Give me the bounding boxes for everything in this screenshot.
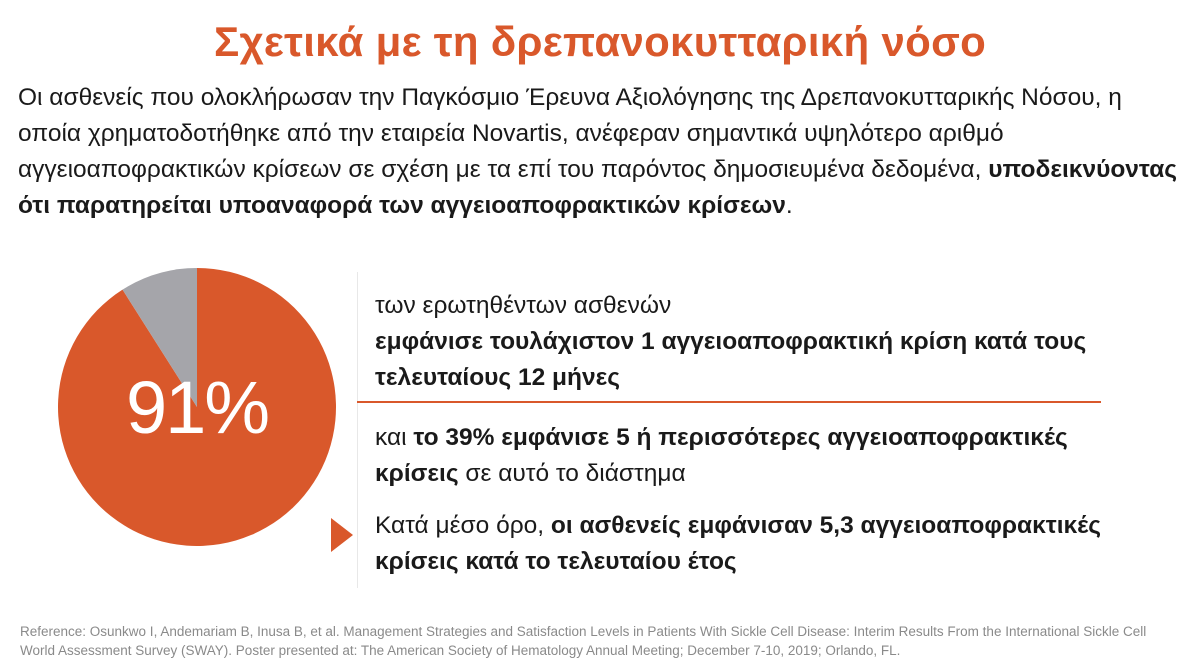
- intro-end: .: [785, 192, 793, 219]
- triangle-marker-icon: [331, 518, 353, 552]
- stat3-pre: Κατά μέσο όρο,: [375, 512, 551, 539]
- pie-slice-main: [58, 268, 336, 546]
- stat3-bold: οι ασθενείς εμφάνισαν 5,3 αγγειοαποφρακτ…: [375, 512, 1101, 575]
- stat-block-3: Κατά μέσο όρο, οι ασθενείς εμφάνισαν 5,3…: [375, 508, 1135, 580]
- page-title: Σχετικά με τη δρεπανοκυτταρική νόσο: [213, 18, 987, 65]
- divider-horizontal: [357, 401, 1101, 403]
- intro-paragraph: Οι ασθενείς που ολοκλήρωσαν την Παγκόσμι…: [18, 80, 1178, 224]
- pie-chart: 91%: [58, 268, 336, 546]
- pie-svg: [58, 268, 336, 546]
- reference-text: Reference: Osunkwo I, Andemariam B, Inus…: [20, 624, 1147, 658]
- pie-slice-rest: [122, 268, 197, 407]
- stat2-bold: το 39% εμφάνισε 5 ή περισσότερες αγγειοα…: [375, 424, 1068, 487]
- pie-percent-label: 91%: [125, 365, 270, 449]
- stat2-post: σε αυτό το διάστημα: [458, 460, 686, 487]
- stat2-pre: και: [375, 424, 414, 451]
- intro-bold-text: υποδεικνύοντας ότι παρατηρείται υποαναφο…: [18, 156, 1177, 219]
- intro-text: Οι ασθενείς που ολοκλήρωσαν την Παγκόσμι…: [18, 84, 1122, 183]
- stat-block-2: και το 39% εμφάνισε 5 ή περισσότερες αγγ…: [375, 420, 1135, 492]
- divider-vertical: [357, 272, 358, 588]
- stat1-line: των ερωτηθέντων ασθενών: [375, 292, 672, 319]
- stat1-bold: εμφάνισε τουλάχιστον 1 αγγειοαποφρακτική…: [375, 328, 1087, 391]
- stat-block-1: των ερωτηθέντων ασθενών εμφάνισε τουλάχι…: [375, 288, 1135, 396]
